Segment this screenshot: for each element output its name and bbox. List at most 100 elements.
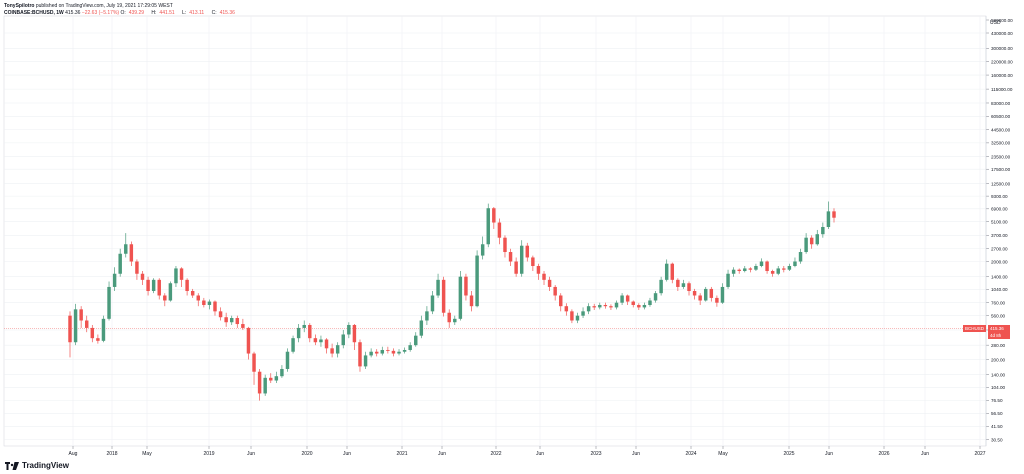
candle-body	[664, 263, 669, 280]
y-tick-label: 280.00	[991, 343, 1005, 348]
x-tick-label: Jun	[438, 451, 446, 457]
candle-body	[269, 377, 273, 381]
candle-body	[570, 311, 574, 321]
candle-body	[726, 273, 730, 287]
candle-body	[157, 279, 161, 296]
candle-body	[174, 268, 178, 284]
candle-body	[168, 283, 173, 301]
x-tick-label: 2027	[974, 451, 985, 457]
x-tick-label: 2018	[106, 451, 117, 457]
candle-body	[90, 327, 95, 339]
candle-body	[759, 261, 764, 266]
open-value: 439.29	[128, 10, 145, 16]
candle-body	[798, 252, 803, 262]
author-name: TonySpilotro	[4, 3, 35, 9]
low-label: L:	[182, 10, 187, 16]
candle-body	[291, 338, 295, 352]
candle-body	[809, 237, 814, 245]
candle-body	[190, 291, 195, 296]
candle-body	[218, 311, 223, 318]
candle-body	[625, 295, 630, 302]
candle-body	[252, 353, 256, 372]
candle-body	[163, 295, 167, 301]
candle-body	[129, 244, 134, 262]
last-price-tag: 415.36 4d 8h	[988, 324, 1010, 339]
candle-body	[720, 286, 725, 303]
y-tick-label: 41.50	[991, 424, 1003, 429]
candle-body	[274, 376, 279, 381]
candle-body	[486, 208, 490, 245]
candle-body	[603, 304, 608, 307]
candle-body	[319, 339, 323, 343]
candle-body	[709, 288, 714, 298]
symbol-name: COINBASE:BCHUSD, 1W	[4, 10, 64, 16]
candle-body	[257, 371, 262, 394]
candle-body	[737, 269, 741, 272]
y-tick-label: 1400.00	[991, 274, 1008, 279]
candle-body	[614, 302, 619, 308]
candle-body	[542, 273, 546, 280]
x-tick-label: 2021	[396, 451, 407, 457]
y-tick-label: 140.00	[991, 372, 1005, 377]
candle-body	[620, 295, 624, 303]
candle-body	[469, 295, 474, 307]
candle-body	[653, 293, 658, 301]
y-tick-label: 12500.00	[991, 181, 1011, 186]
candle-body	[787, 265, 792, 270]
candle-body	[754, 265, 758, 270]
y-tick-label: 6900.00	[991, 207, 1008, 212]
y-tick-label: 5100.00	[991, 219, 1008, 224]
candle-body	[363, 355, 368, 367]
tradingview-logo-icon	[5, 461, 19, 470]
y-tick-label: 200.00	[991, 357, 1005, 362]
candle-body	[425, 311, 429, 321]
high-value: 441.51	[159, 10, 175, 16]
candle-body	[743, 268, 747, 272]
candle-body	[832, 211, 836, 218]
candle-body	[335, 345, 340, 354]
candle-body	[564, 306, 569, 312]
candle-body	[224, 317, 228, 323]
x-tick-label: Jun	[825, 451, 833, 457]
candle-body	[715, 297, 719, 303]
ohlc-values: O: 439.29 H: 441.51 L: 413.11 C: 415.36	[120, 10, 240, 16]
y-tick-label: 76.50	[991, 398, 1003, 403]
candle-body	[341, 334, 345, 346]
candle-body	[213, 301, 217, 312]
x-tick-label: May	[718, 451, 728, 457]
candle-body	[179, 268, 184, 280]
candle-body	[676, 279, 680, 287]
x-tick-label: 2019	[203, 451, 214, 457]
y-tick-label: 32500.00	[991, 141, 1011, 146]
candle-body	[280, 368, 284, 377]
y-tick-label: 56.50	[991, 411, 1003, 416]
candle-body	[698, 295, 702, 301]
candle-body	[765, 261, 769, 272]
candle-body	[352, 324, 357, 343]
candle-body	[492, 208, 496, 223]
candle-body	[731, 269, 736, 274]
open-label: O:	[120, 10, 126, 16]
candle-body	[776, 268, 780, 274]
candle-body	[85, 320, 89, 328]
x-tick-label: 2026	[878, 451, 889, 457]
y-tick-label: 60500.00	[991, 114, 1011, 119]
x-tick-label: Jun	[343, 451, 351, 457]
candle-body	[408, 345, 412, 350]
y-tick-label: 2000.00	[991, 259, 1008, 264]
candle-body	[553, 286, 557, 296]
y-tick-label: 23500.00	[991, 154, 1011, 159]
publisher-line: TonySpilotro published on TradingView.co…	[4, 3, 173, 9]
low-value: 413.11	[189, 10, 205, 16]
candle-body	[804, 237, 808, 253]
candle-body	[547, 279, 552, 287]
candle-body	[302, 324, 306, 328]
candle-body	[670, 263, 675, 280]
tradingview-logo[interactable]: TradingView	[5, 461, 69, 470]
candle-body	[525, 245, 530, 258]
published-text: published on TradingView.com, July 19, 2…	[35, 3, 173, 9]
x-tick-label: 2025	[783, 451, 794, 457]
candle-body	[151, 279, 156, 292]
candle-body	[637, 304, 641, 308]
